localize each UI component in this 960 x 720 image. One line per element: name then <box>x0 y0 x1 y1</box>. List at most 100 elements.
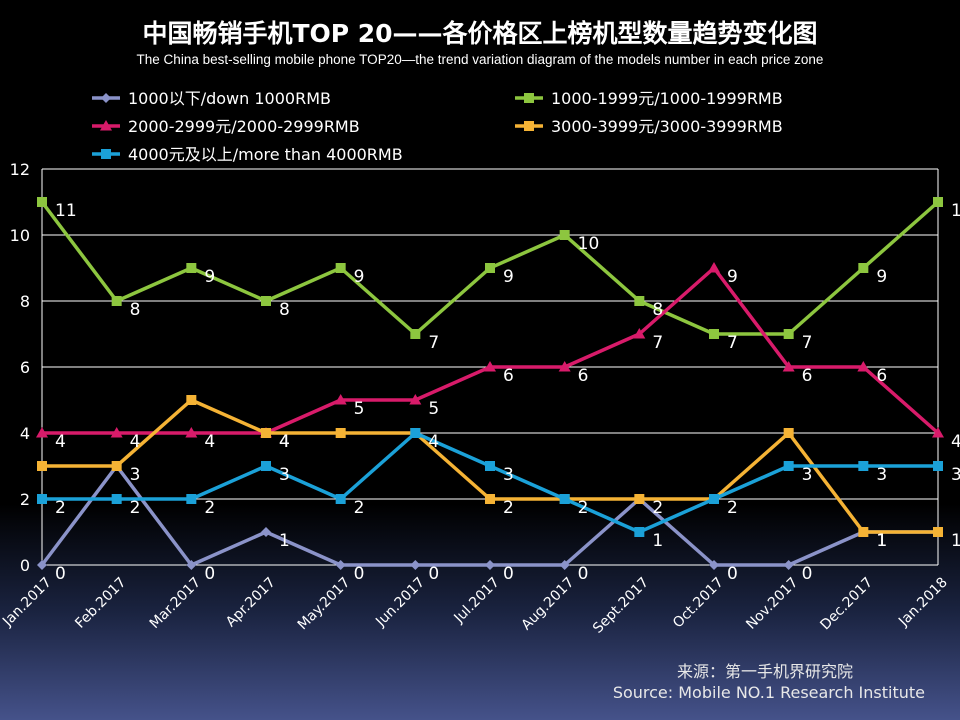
data-point <box>858 461 869 471</box>
data-point <box>37 560 47 570</box>
data-point <box>410 329 421 339</box>
y-tick-label: 6 <box>20 358 30 377</box>
data-point <box>783 560 794 570</box>
data-label: 2 <box>130 498 141 518</box>
y-tick-label: 8 <box>20 292 30 311</box>
data-point <box>559 560 570 570</box>
data-point <box>485 461 495 471</box>
data-point <box>932 427 944 438</box>
legend-item: 3000-3999元/3000-3999RMB <box>515 117 783 136</box>
data-point <box>36 427 48 438</box>
data-label: 3 <box>876 465 887 485</box>
x-tick-label: Sept.2017 <box>590 575 652 637</box>
legend-label: 2000-2999元/2000-2999RMB <box>128 117 360 136</box>
x-tick-label: Jan.2018 <box>895 575 951 631</box>
data-label: 11 <box>55 201 77 221</box>
legend-item: 4000元及以上/more than 4000RMB <box>92 145 403 164</box>
data-label: 8 <box>130 300 141 320</box>
series-3 <box>36 262 944 438</box>
data-label: 6 <box>802 366 813 386</box>
data-point <box>37 197 47 207</box>
data-label: 4 <box>951 432 960 452</box>
x-tick-label: Dec.2017 <box>817 575 876 634</box>
data-label: 2 <box>354 498 365 518</box>
y-tick-label: 10 <box>10 226 30 245</box>
data-label: 7 <box>652 333 663 353</box>
data-label: 1 <box>279 531 290 551</box>
data-point <box>261 296 271 306</box>
data-point <box>485 263 495 273</box>
data-label: 0 <box>727 564 738 584</box>
data-point <box>634 296 645 306</box>
legend: 1000以下/down 1000RMB 1000-1999元/1000-1999R… <box>92 89 783 164</box>
data-label: 5 <box>354 399 365 419</box>
data-point <box>708 262 720 273</box>
data-label: 9 <box>503 267 514 287</box>
x-tick-label: Apr.2017 <box>223 575 279 631</box>
data-point <box>484 361 496 372</box>
x-tick-label: Jun.2017 <box>372 575 428 631</box>
legend-swatch-marker <box>101 149 111 159</box>
data-point <box>558 361 571 372</box>
data-point <box>709 560 719 570</box>
data-point <box>933 461 943 471</box>
data-label: 9 <box>354 267 365 287</box>
data-label: 4 <box>204 432 215 452</box>
chart-subtitle: The China best-selling mobile phone TOP2… <box>137 52 824 67</box>
data-label: 2 <box>204 498 215 518</box>
data-label: 11 <box>951 201 960 221</box>
data-point <box>410 560 421 570</box>
data-point <box>858 527 869 537</box>
data-point <box>186 494 197 504</box>
data-label: 1 <box>876 531 887 551</box>
data-label: 9 <box>204 267 215 287</box>
data-label: 3 <box>802 465 813 485</box>
data-label: 2 <box>578 498 589 518</box>
data-point <box>335 560 346 570</box>
data-point <box>335 494 346 504</box>
data-label: 6 <box>876 366 887 386</box>
data-point <box>559 230 570 240</box>
data-point <box>261 461 271 471</box>
data-point <box>186 395 197 405</box>
data-label: 3 <box>130 465 141 485</box>
data-point <box>933 197 943 207</box>
x-tick-label: Jul.2017 <box>451 575 503 627</box>
data-point <box>111 494 122 504</box>
y-tick-label: 2 <box>20 490 30 509</box>
legend-label: 3000-3999元/3000-3999RMB <box>551 117 783 136</box>
data-point <box>783 329 794 339</box>
legend-item: 1000以下/down 1000RMB <box>92 89 331 108</box>
source-english: Source: Mobile NO.1 Research Institute <box>613 683 925 702</box>
data-label: 0 <box>204 564 215 584</box>
legend-swatch-marker <box>524 93 534 103</box>
series-2 <box>37 197 943 339</box>
legend-label: 1000-1999元/1000-1999RMB <box>551 89 783 108</box>
data-label: 6 <box>503 366 514 386</box>
x-tick-label: May.2017 <box>295 575 354 634</box>
data-point <box>634 527 645 537</box>
data-label: 2 <box>652 498 663 518</box>
data-point <box>858 263 869 273</box>
series-group <box>36 197 944 570</box>
data-point <box>37 494 47 504</box>
legend-swatch-marker <box>100 120 112 131</box>
data-point <box>111 461 122 471</box>
data-label: 2 <box>503 498 514 518</box>
data-point <box>185 427 198 438</box>
data-label: 6 <box>578 366 589 386</box>
data-label: 10 <box>578 234 600 254</box>
data-point <box>335 263 346 273</box>
legend-item: 1000-1999元/1000-1999RMB <box>515 89 783 108</box>
data-point <box>110 427 123 438</box>
y-axis: 0 2 4 6 8 10 12 <box>10 160 30 575</box>
data-label: 0 <box>428 564 439 584</box>
data-label: 2 <box>727 498 738 518</box>
data-label: 0 <box>578 564 589 584</box>
y-tick-label: 4 <box>20 424 30 443</box>
data-label: 3 <box>279 465 290 485</box>
data-point <box>186 560 197 570</box>
data-point <box>559 494 570 504</box>
data-point <box>783 461 794 471</box>
